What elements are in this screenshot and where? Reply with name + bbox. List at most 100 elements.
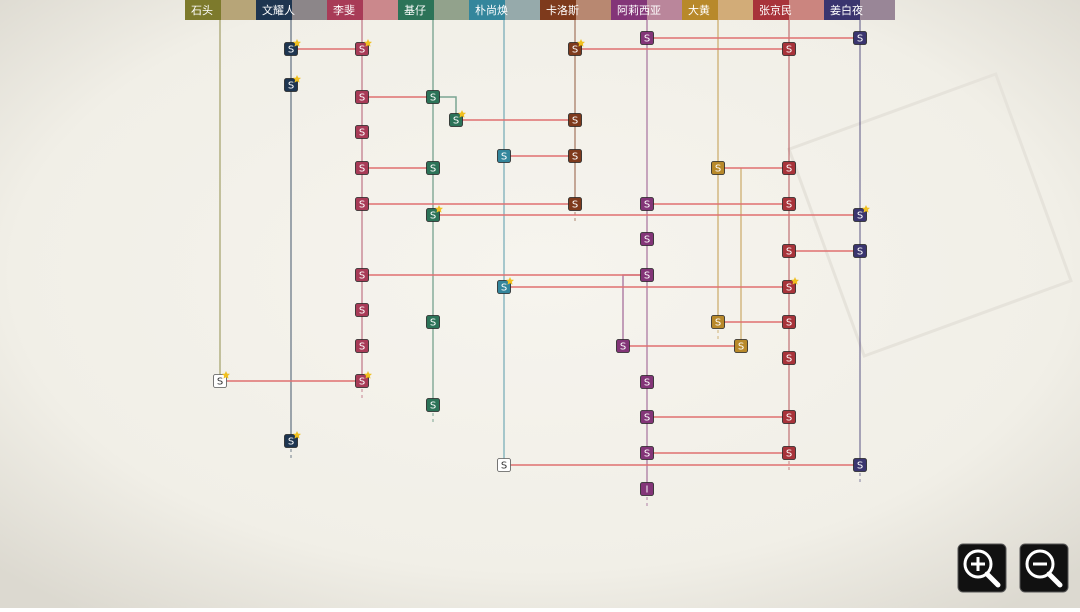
- story-node[interactable]: S: [782, 277, 800, 294]
- node-box: [782, 315, 796, 329]
- story-node[interactable]: S: [616, 339, 630, 353]
- story-node[interactable]: S: [497, 277, 515, 294]
- node-label: S: [288, 81, 294, 92]
- node-box: [711, 161, 725, 175]
- node-label: S: [501, 152, 507, 163]
- node-label: S: [715, 164, 721, 175]
- story-node[interactable]: S: [782, 42, 796, 56]
- story-node[interactable]: S: [782, 410, 796, 424]
- character-tab[interactable]: 姜白夜: [824, 0, 895, 20]
- story-node[interactable]: S: [640, 268, 654, 282]
- character-tab[interactable]: 石头: [185, 0, 256, 20]
- story-node[interactable]: S: [640, 410, 654, 424]
- story-node[interactable]: S: [782, 351, 796, 365]
- story-node[interactable]: S: [213, 371, 231, 388]
- portrait: [647, 0, 682, 20]
- node-label: S: [644, 271, 650, 282]
- story-node[interactable]: S: [568, 39, 586, 56]
- node-box: [734, 339, 748, 353]
- story-node[interactable]: S: [355, 303, 369, 317]
- node-label: S: [217, 377, 223, 388]
- node-label: S: [430, 93, 436, 104]
- portrait: [576, 0, 611, 20]
- zoom-in[interactable]: [957, 543, 1007, 593]
- story-node[interactable]: S: [640, 197, 654, 211]
- story-node[interactable]: S: [355, 39, 373, 56]
- star: [458, 110, 466, 118]
- node-label: S: [359, 93, 365, 104]
- story-node[interactable]: S: [355, 197, 369, 211]
- node-box: [782, 244, 796, 258]
- story-node[interactable]: S: [449, 110, 467, 127]
- story-node[interactable]: S: [640, 375, 654, 389]
- character-tab[interactable]: 文耀人: [256, 0, 327, 20]
- story-node[interactable]: S: [568, 197, 582, 211]
- character-tab[interactable]: 张京民: [753, 0, 824, 20]
- story-node[interactable]: S: [568, 113, 582, 127]
- story-node[interactable]: S: [568, 149, 582, 163]
- node-box: [355, 303, 369, 317]
- node-label: S: [620, 342, 626, 353]
- story-node[interactable]: S: [426, 398, 440, 412]
- story-node[interactable]: S: [426, 90, 440, 104]
- story-node[interactable]: S: [355, 371, 373, 388]
- story-node[interactable]: S: [640, 232, 654, 246]
- node-box: [355, 161, 369, 175]
- node-label: S: [572, 200, 578, 211]
- character-name: 阿莉西亚: [617, 4, 661, 17]
- story-node[interactable]: S: [782, 315, 796, 329]
- story-node[interactable]: I: [640, 482, 654, 496]
- node-box: [284, 78, 298, 92]
- node-box: [355, 125, 369, 139]
- story-node[interactable]: S: [734, 339, 748, 353]
- zoom-out[interactable]: [1019, 543, 1069, 593]
- story-node[interactable]: S: [853, 205, 871, 222]
- node-box: [497, 280, 511, 294]
- story-node[interactable]: S: [355, 90, 369, 104]
- story-node[interactable]: S: [497, 458, 511, 472]
- story-node[interactable]: S: [426, 161, 440, 175]
- story-node[interactable]: S: [355, 268, 369, 282]
- node-label: S: [786, 45, 792, 56]
- node-box: [640, 482, 654, 496]
- story-node[interactable]: S: [853, 244, 867, 258]
- story-node[interactable]: S: [640, 446, 654, 460]
- story-node[interactable]: S: [355, 339, 369, 353]
- story-node[interactable]: S: [782, 161, 796, 175]
- story-node[interactable]: S: [497, 149, 511, 163]
- story-node[interactable]: S: [782, 244, 796, 258]
- story-node[interactable]: S: [426, 315, 440, 329]
- portrait: [718, 0, 753, 20]
- node-box: [853, 31, 867, 45]
- character-tab[interactable]: 卡洛斯: [540, 0, 611, 20]
- story-node[interactable]: S: [284, 75, 302, 92]
- story-node[interactable]: S: [284, 39, 302, 56]
- story-node[interactable]: S: [711, 315, 725, 329]
- character-tab[interactable]: 大黄: [682, 0, 753, 20]
- portrait: [505, 0, 540, 20]
- node-box: [426, 208, 440, 222]
- character-tab[interactable]: 基仔: [398, 0, 469, 20]
- story-node[interactable]: S: [782, 197, 796, 211]
- node-label: S: [786, 354, 792, 365]
- story-node[interactable]: S: [853, 458, 867, 472]
- character-tab[interactable]: 李斐: [327, 0, 398, 20]
- node-box: [568, 42, 582, 56]
- character-tab[interactable]: 阿莉西亚: [611, 0, 682, 20]
- node-label: S: [786, 283, 792, 294]
- story-node[interactable]: S: [711, 161, 725, 175]
- character-tab[interactable]: 朴尚焕: [469, 0, 540, 20]
- story-node[interactable]: S: [426, 205, 444, 222]
- node-label: S: [644, 449, 650, 460]
- story-node[interactable]: S: [355, 125, 369, 139]
- story-node[interactable]: S: [853, 31, 867, 45]
- node-label: S: [359, 200, 365, 211]
- story-node[interactable]: S: [640, 31, 654, 45]
- node-box: [426, 90, 440, 104]
- story-node[interactable]: S: [355, 161, 369, 175]
- star: [506, 277, 514, 285]
- story-node[interactable]: S: [284, 431, 302, 448]
- story-node[interactable]: S: [782, 446, 796, 460]
- star: [364, 39, 372, 47]
